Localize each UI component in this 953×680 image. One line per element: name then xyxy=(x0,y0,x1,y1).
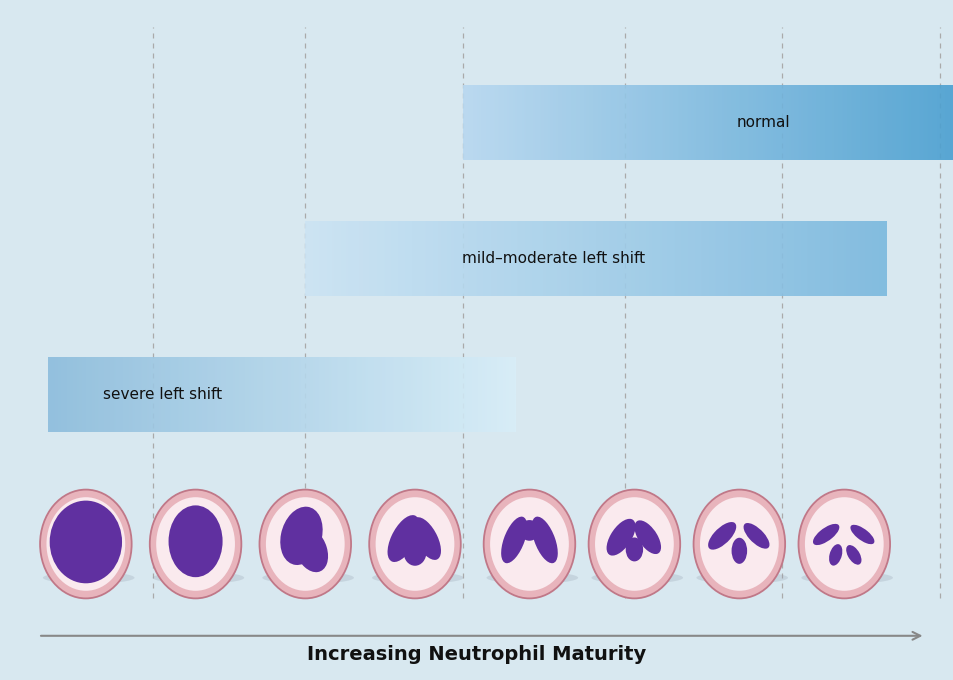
Ellipse shape xyxy=(262,572,354,583)
Ellipse shape xyxy=(595,497,673,591)
Ellipse shape xyxy=(804,497,882,591)
Ellipse shape xyxy=(731,538,746,564)
Ellipse shape xyxy=(634,520,660,554)
FancyArrowPatch shape xyxy=(41,632,920,640)
Ellipse shape xyxy=(500,517,527,563)
Ellipse shape xyxy=(294,527,328,572)
Ellipse shape xyxy=(742,523,769,549)
Ellipse shape xyxy=(591,572,682,583)
Ellipse shape xyxy=(625,537,642,562)
Ellipse shape xyxy=(403,539,426,566)
Ellipse shape xyxy=(375,497,454,591)
Ellipse shape xyxy=(47,497,125,591)
Ellipse shape xyxy=(693,490,784,598)
Ellipse shape xyxy=(280,507,322,565)
Ellipse shape xyxy=(50,500,122,583)
Ellipse shape xyxy=(798,490,889,598)
Ellipse shape xyxy=(387,515,419,562)
Ellipse shape xyxy=(490,497,568,591)
Ellipse shape xyxy=(412,517,440,560)
Ellipse shape xyxy=(845,545,861,564)
Ellipse shape xyxy=(43,572,134,583)
Ellipse shape xyxy=(266,497,344,591)
Ellipse shape xyxy=(150,490,241,598)
Ellipse shape xyxy=(40,490,132,598)
Ellipse shape xyxy=(696,572,787,583)
Ellipse shape xyxy=(828,544,841,566)
Ellipse shape xyxy=(483,490,575,598)
Ellipse shape xyxy=(812,524,839,545)
Ellipse shape xyxy=(152,572,244,583)
Ellipse shape xyxy=(588,490,679,598)
Ellipse shape xyxy=(259,490,351,598)
Ellipse shape xyxy=(849,525,874,544)
Ellipse shape xyxy=(606,519,635,556)
Text: Increasing Neutrophil Maturity: Increasing Neutrophil Maturity xyxy=(307,645,646,664)
Ellipse shape xyxy=(156,497,234,591)
Ellipse shape xyxy=(700,497,778,591)
Ellipse shape xyxy=(169,505,222,577)
Ellipse shape xyxy=(801,572,892,583)
Ellipse shape xyxy=(372,572,463,583)
Text: normal: normal xyxy=(736,115,789,130)
Ellipse shape xyxy=(518,520,539,541)
Ellipse shape xyxy=(486,572,578,583)
Text: severe left shift: severe left shift xyxy=(103,387,221,402)
Ellipse shape xyxy=(707,522,736,549)
Text: mild–moderate left shift: mild–moderate left shift xyxy=(461,251,644,266)
Ellipse shape xyxy=(369,490,460,598)
Ellipse shape xyxy=(531,517,558,563)
